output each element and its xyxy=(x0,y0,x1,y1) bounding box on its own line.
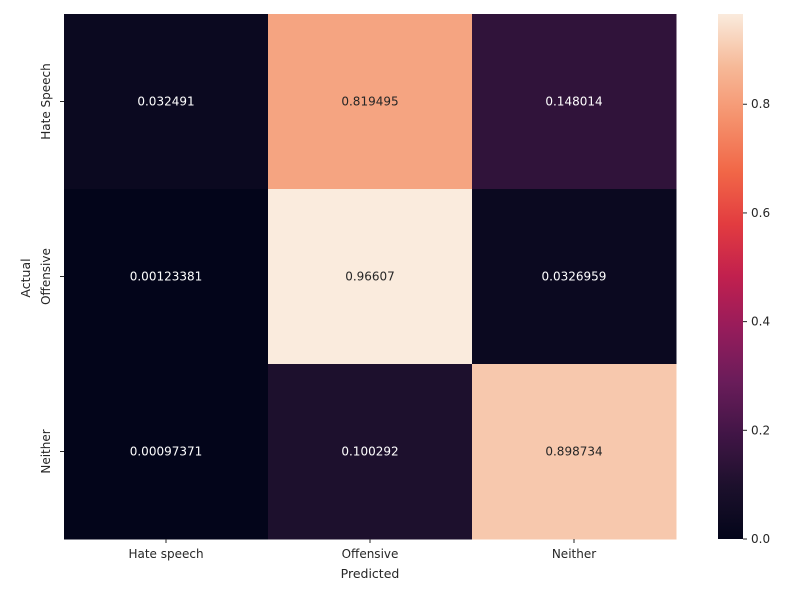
colorbar-tick-label: 0.0 xyxy=(751,532,770,546)
heatmap-cell xyxy=(268,14,473,190)
y-tick-label: Hate Speech xyxy=(39,63,53,139)
y-tick-label: Offensive xyxy=(39,248,53,305)
heatmap-cell xyxy=(472,364,677,540)
heatmap-cell xyxy=(64,189,269,365)
cell-value-label: 0.032491 xyxy=(137,95,194,109)
cell-value-label: 0.148014 xyxy=(545,95,602,109)
cell-value-label: 0.00123381 xyxy=(130,270,203,284)
heatmap-cell xyxy=(472,189,677,365)
x-tick-label: Neither xyxy=(552,547,596,561)
y-tick-label: Neither xyxy=(39,429,53,473)
heatmap-cell xyxy=(268,189,473,365)
cell-value-label: 0.0326959 xyxy=(542,270,607,284)
cell-value-label: 0.96607 xyxy=(345,270,395,284)
colorbar-tick-label: 0.6 xyxy=(751,206,770,220)
x-tick-label: Hate speech xyxy=(128,547,203,561)
colorbar-tick-label: 0.2 xyxy=(751,423,770,437)
y-axis-label: Actual xyxy=(18,258,33,297)
colorbar xyxy=(718,14,743,539)
heatmap-cell xyxy=(64,364,269,540)
colorbar-tick-label: 0.8 xyxy=(751,97,770,111)
heatmap-cell xyxy=(472,14,677,190)
cell-value-label: 0.898734 xyxy=(545,445,602,459)
colorbar-tick-label: 0.4 xyxy=(751,315,770,329)
x-axis-label: Predicted xyxy=(341,566,400,581)
cell-value-label: 0.100292 xyxy=(341,445,398,459)
x-tick-label: Offensive xyxy=(342,547,399,561)
heatmap-cell xyxy=(268,364,473,540)
cell-value-label: 0.819495 xyxy=(341,95,398,109)
heatmap-cell xyxy=(64,14,269,190)
cell-value-label: 0.00097371 xyxy=(130,445,203,459)
